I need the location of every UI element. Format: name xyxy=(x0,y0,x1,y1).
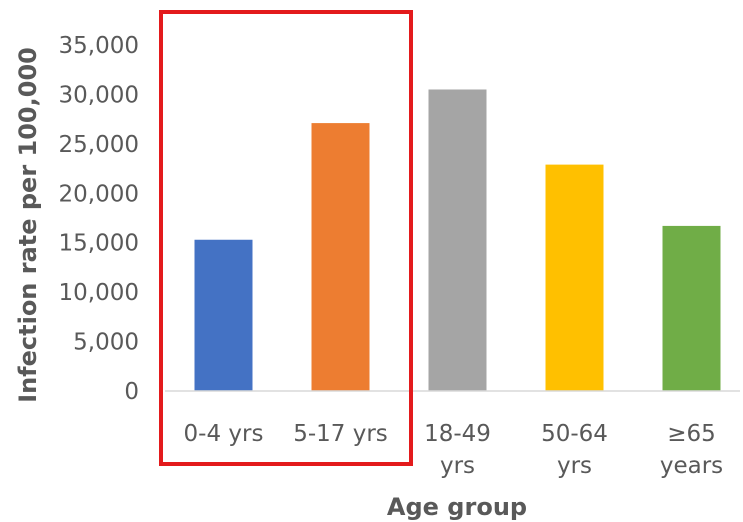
x-tick-label: 0-4 yrs xyxy=(184,421,264,447)
bar xyxy=(194,239,253,391)
y-tick-label: 30,000 xyxy=(59,82,139,108)
x-tick-label: yrs xyxy=(440,453,475,479)
bars xyxy=(194,89,721,392)
y-tick-label: 5,000 xyxy=(73,330,139,356)
x-tick-label: 18-49 xyxy=(424,421,491,447)
y-tick-label: 35,000 xyxy=(59,33,139,59)
y-tick-label: 0 xyxy=(124,379,139,405)
bar xyxy=(428,89,487,391)
x-axis-category-labels: 0-4 yrs 5-17 yrs 18-49 yrs 50-64 yrs ≥65 years xyxy=(184,421,724,479)
bar xyxy=(311,123,370,392)
y-tick-label: 15,000 xyxy=(59,231,139,257)
y-axis-ticks: 0 5,000 10,000 15,000 20,000 25,000 30,000 35,0… xyxy=(59,33,139,405)
x-tick-label: 5-17 yrs xyxy=(293,421,388,447)
x-tick-label: 50-64 xyxy=(541,421,608,447)
y-tick-label: 10,000 xyxy=(59,280,139,306)
x-axis-title: Age group xyxy=(387,493,527,521)
x-tick-label: years xyxy=(660,453,723,479)
y-tick-label: 20,000 xyxy=(59,181,139,207)
x-tick-label: ≥65 xyxy=(667,421,716,447)
highlight-box xyxy=(159,10,413,466)
y-axis-title: Infection rate per 100,000 xyxy=(14,47,42,403)
bar xyxy=(545,164,604,391)
bar xyxy=(662,225,721,391)
y-tick-label: 25,000 xyxy=(59,132,139,158)
x-tick-label: yrs xyxy=(557,453,592,479)
